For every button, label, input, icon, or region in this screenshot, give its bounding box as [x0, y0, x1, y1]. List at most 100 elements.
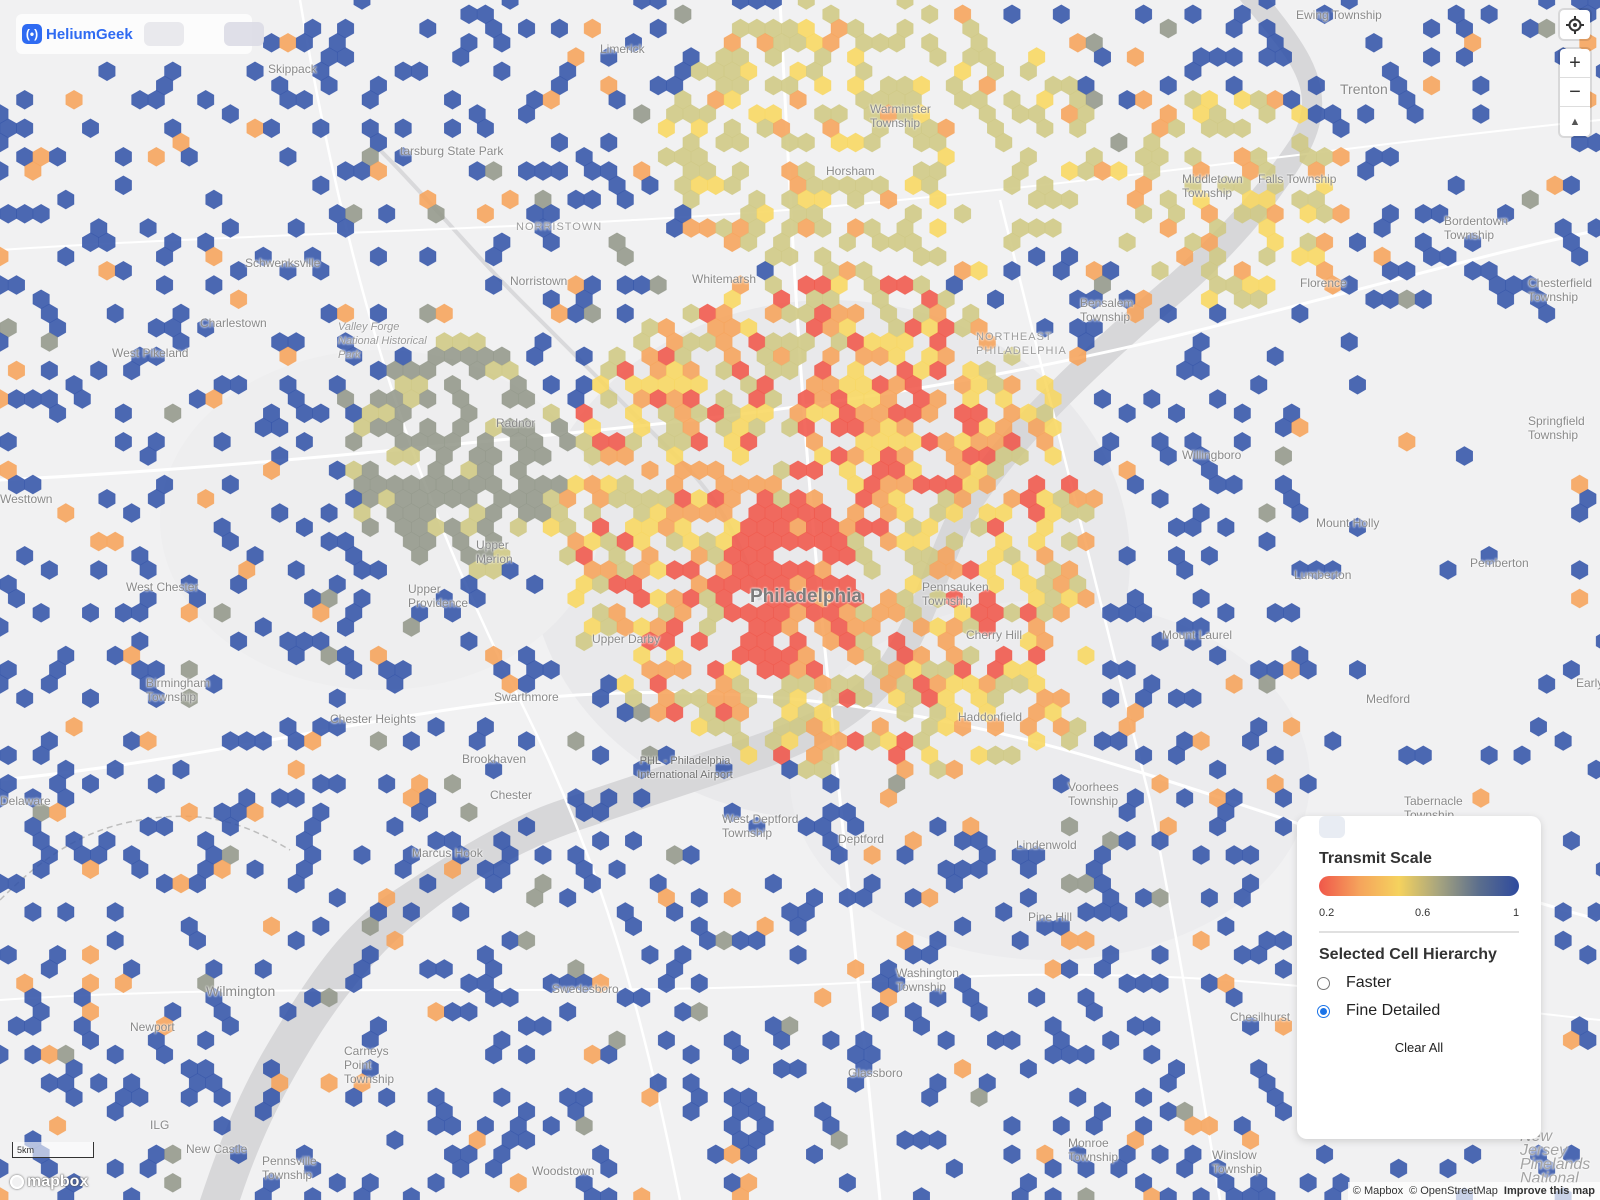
hex-cell[interactable] [312, 175, 330, 196]
hex-cell[interactable] [90, 560, 108, 580]
hex-cell[interactable] [633, 0, 651, 10]
hex-cell[interactable] [493, 61, 511, 82]
zoom-out-button[interactable]: − [1560, 78, 1590, 107]
hex-cell[interactable] [1225, 18, 1243, 39]
hex-cell[interactable] [1291, 503, 1309, 523]
hex-cell[interactable] [485, 275, 503, 295]
hex-cell[interactable] [279, 260, 297, 281]
hex-cell[interactable] [789, 89, 807, 110]
hex-cell[interactable] [1093, 731, 1111, 751]
hex-cell[interactable] [1077, 645, 1095, 666]
hex-cell[interactable] [1595, 62, 1600, 81]
hex-cell[interactable] [40, 674, 58, 694]
hex-cell[interactable] [1209, 759, 1227, 780]
hex-cell[interactable] [583, 18, 601, 39]
hex-cell[interactable] [1398, 289, 1416, 310]
hex-cell[interactable] [295, 32, 313, 53]
hex-cell[interactable] [1291, 303, 1309, 324]
hex-cell[interactable] [1135, 973, 1153, 994]
hex-cell[interactable] [1258, 0, 1276, 10]
hex-cell[interactable] [1093, 47, 1111, 67]
hex-cell[interactable] [879, 189, 898, 210]
hex-cell[interactable] [1398, 431, 1416, 452]
hex-cell[interactable] [517, 389, 536, 409]
hex-cell[interactable] [830, 1130, 848, 1150]
hex-cell[interactable] [583, 189, 601, 210]
hex-cell[interactable] [1439, 1158, 1457, 1179]
hex-cell[interactable] [312, 602, 330, 623]
hex-cell[interactable] [1250, 374, 1268, 395]
hex-cell[interactable] [1579, 944, 1597, 965]
hex-cell[interactable] [156, 816, 174, 837]
hex-cell[interactable] [468, 161, 486, 181]
hex-cell[interactable] [805, 1144, 824, 1165]
hex-cell[interactable] [476, 203, 494, 224]
hex-cell[interactable] [847, 1073, 865, 1093]
hex-cell[interactable] [1242, 1187, 1260, 1200]
hex-cell[interactable] [1274, 816, 1292, 837]
hex-cell[interactable] [1414, 289, 1432, 310]
hex-cell[interactable] [1093, 389, 1111, 409]
hex-cell[interactable] [1135, 1087, 1153, 1108]
hex-cell[interactable] [1250, 289, 1268, 310]
hex-cell[interactable] [1069, 32, 1087, 53]
hex-cell[interactable] [1011, 1187, 1029, 1200]
hex-cell[interactable] [65, 1087, 83, 1108]
hex-cell[interactable] [230, 260, 248, 281]
hex-cell[interactable] [1274, 1101, 1292, 1122]
hex-cell[interactable] [1044, 959, 1062, 979]
hex-cell[interactable] [295, 431, 313, 452]
hex-cell[interactable] [1052, 260, 1070, 281]
hex-cell[interactable] [731, 1044, 750, 1065]
hex-cell[interactable] [871, 1001, 889, 1022]
hex-cell[interactable] [1530, 716, 1547, 737]
hex-cell[interactable] [1324, 731, 1342, 751]
hex-cell[interactable] [320, 1073, 338, 1093]
hex-cell[interactable] [369, 161, 388, 181]
hex-cell[interactable] [912, 1130, 931, 1150]
hex-cell[interactable] [402, 446, 420, 466]
hex-cell[interactable] [1209, 303, 1227, 324]
hex-cell[interactable] [230, 631, 248, 652]
hex-cell[interactable] [1242, 845, 1260, 865]
hex-cell[interactable] [1151, 631, 1169, 652]
hex-cell[interactable] [847, 959, 865, 979]
hex-cell[interactable] [1340, 332, 1358, 352]
hex-cell[interactable] [1159, 1073, 1177, 1093]
hex-cell[interactable] [682, 1101, 700, 1122]
hex-cell[interactable] [1003, 4, 1021, 25]
hex-cell[interactable] [1110, 902, 1128, 922]
hex-cell[interactable] [1258, 104, 1276, 124]
hex-cell[interactable] [230, 374, 248, 395]
hex-cell[interactable] [90, 1073, 108, 1093]
hex-cell[interactable] [411, 545, 429, 566]
hex-cell[interactable] [0, 389, 9, 409]
hex-cell[interactable] [460, 1001, 478, 1022]
hex-cell[interactable] [435, 303, 453, 324]
hex-cell[interactable] [1464, 260, 1482, 281]
hex-cell[interactable] [550, 161, 569, 181]
hex-cell[interactable] [559, 1001, 577, 1022]
osm-attribution-link[interactable]: © OpenStreetMap [1409, 1185, 1498, 1197]
hex-cell[interactable] [1225, 674, 1243, 694]
hex-cell[interactable] [1126, 1016, 1144, 1036]
hex-cell[interactable] [764, 0, 782, 10]
navigation-control[interactable]: + − ▲ [1560, 49, 1590, 136]
hex-cell[interactable] [526, 346, 544, 367]
hex-cell[interactable] [230, 574, 248, 595]
hex-cell[interactable] [131, 89, 149, 110]
hex-cell[interactable] [649, 0, 667, 10]
hex-cell[interactable] [304, 1158, 322, 1179]
hex-cell[interactable] [600, 1158, 618, 1179]
hex-cell[interactable] [1077, 1158, 1095, 1179]
hex-cell[interactable] [1126, 474, 1144, 495]
hex-cell[interactable] [1538, 303, 1556, 324]
hex-cell[interactable] [509, 1172, 527, 1193]
hex-cell[interactable] [1233, 887, 1251, 908]
hex-cell[interactable] [452, 1158, 470, 1179]
hex-cell[interactable] [1439, 560, 1457, 580]
hex-cell[interactable] [1192, 360, 1210, 381]
hex-cell[interactable] [1093, 959, 1111, 979]
hex-cell[interactable] [945, 759, 963, 780]
